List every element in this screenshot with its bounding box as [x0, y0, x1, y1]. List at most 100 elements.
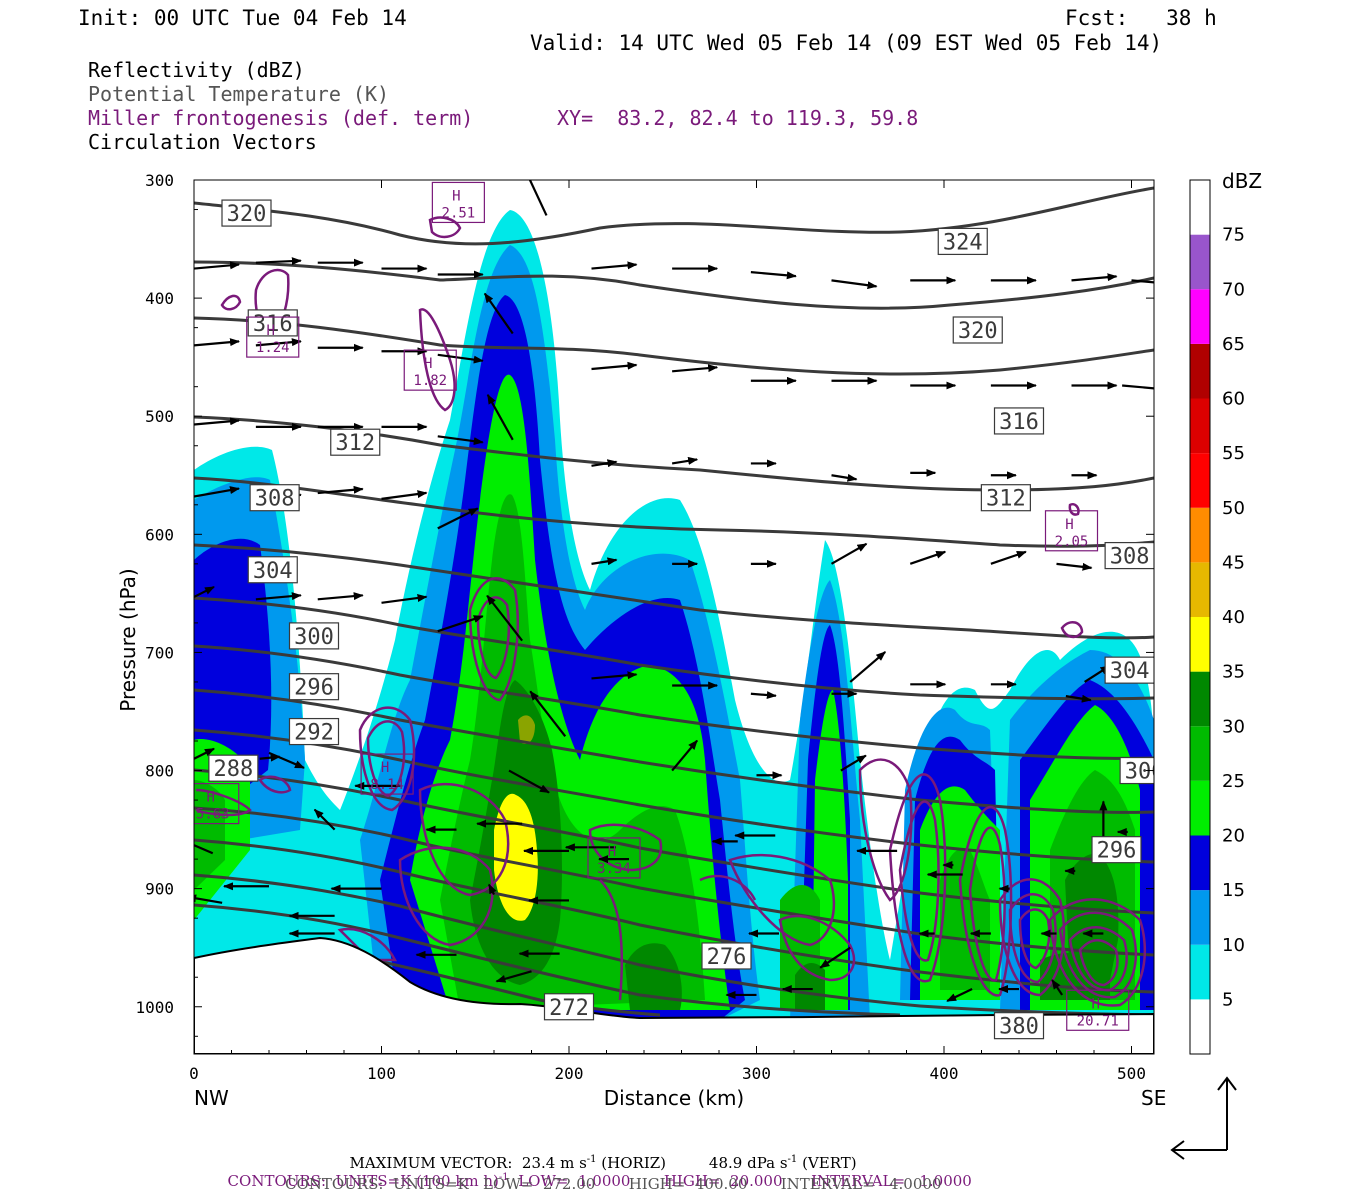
- fronto-max-value: 2.51: [442, 205, 476, 221]
- circulation-vector: [437, 615, 484, 633]
- y-tick-label: 400: [145, 289, 174, 308]
- circulation-vector: [1065, 694, 1092, 703]
- colorbar-swatch: [1190, 234, 1210, 290]
- fronto-max-value: 20.71: [1077, 1013, 1119, 1029]
- circulation-vector: [1071, 273, 1118, 282]
- circulation-vector: [255, 338, 302, 347]
- circulation-vector: [1051, 979, 1064, 996]
- circulation-vector: [381, 594, 428, 604]
- circulation-vector: [194, 585, 215, 598]
- colorbar-label: 60: [1222, 389, 1245, 410]
- colorbar-swatch: [1190, 507, 1210, 563]
- colorbar-label: 65: [1222, 334, 1245, 355]
- theta-label: 304: [1110, 659, 1150, 684]
- x-tick-label: 100: [367, 1064, 396, 1083]
- fronto-max-box: [246, 316, 300, 358]
- y-tick-label: 700: [145, 643, 174, 662]
- colorbar-label: 5: [1222, 989, 1233, 1010]
- theta-label: 300: [294, 625, 334, 650]
- fronto-max-value: 3.34: [597, 861, 631, 877]
- y-tick-label: 600: [145, 525, 174, 544]
- theta-label: 296: [294, 676, 334, 701]
- circulation-vector: [437, 353, 484, 364]
- circulation-vector: [591, 671, 638, 680]
- colorbar-label: 55: [1222, 443, 1245, 464]
- circulation-vector: [1056, 562, 1093, 571]
- circulation-vector: [671, 739, 698, 772]
- circulation-vector: [840, 754, 867, 772]
- theta-label-box: [249, 484, 300, 512]
- colorbar-swatch: [1190, 671, 1210, 727]
- circulation-vector: [591, 361, 638, 371]
- circulation-vector: [1131, 279, 1154, 284]
- theta-label: 316: [999, 410, 1039, 435]
- theta-label-box: [1104, 656, 1154, 684]
- cross-section-xy: XY= 83.2, 82.4 to 119.3, 59.8: [557, 106, 919, 130]
- init-time: Init: 00 UTC Tue 04 Feb 14: [78, 6, 407, 30]
- circulation-vector: [591, 557, 618, 566]
- y-axis: 300 400 500 600 700 800 900 1000: [135, 171, 1154, 1037]
- theta-label-box: [288, 673, 340, 701]
- circulation-vector: [381, 490, 428, 500]
- theta-label: 324: [943, 230, 983, 255]
- circulation-vector: [1072, 133, 1117, 135]
- circulation-vector: [990, 550, 1027, 565]
- circulation-vector: [268, 751, 305, 769]
- circulation-vector: [318, 113, 363, 115]
- colorbar-swatch: [1190, 343, 1210, 399]
- circulation-vector: [269, 152, 314, 156]
- theta-label-box: [247, 309, 298, 337]
- colorbar-label: 30: [1222, 716, 1245, 737]
- fronto-max-box: [360, 753, 414, 795]
- circulation-vector: [222, 113, 267, 115]
- circulation-vector: [313, 808, 336, 831]
- colorbar-swatch: [1190, 180, 1210, 235]
- circulation-vector: [486, 393, 514, 441]
- theta-label: 276: [707, 945, 747, 970]
- colorbar-swatch: [1190, 726, 1210, 781]
- theta-label: 316: [253, 312, 293, 337]
- colorbar-label: 10: [1222, 935, 1245, 956]
- circulation-vector: [194, 338, 240, 347]
- theta-label-box: [1091, 836, 1142, 864]
- x-axis: 0 100 200 300 400 500: [189, 180, 1146, 1083]
- fronto-max-symbol: H: [1065, 517, 1073, 533]
- circulation-vector: [672, 133, 717, 135]
- circulation-vector: [483, 292, 514, 335]
- colorbar-label: 15: [1222, 880, 1245, 901]
- circulation-vector: [495, 970, 532, 983]
- forecast-hour: Fcst: 38 h: [1065, 6, 1217, 30]
- plot-frame: [193, 179, 1155, 1055]
- circulation-vector: [591, 459, 618, 468]
- x-axis-right-end-label: SE: [1141, 1086, 1166, 1110]
- circulation-vector: [946, 988, 973, 1003]
- circulation-vector: [486, 594, 523, 642]
- circulation-vector: [1122, 145, 1167, 149]
- colorbar-swatch: [1190, 289, 1210, 344]
- circulation-vector: [819, 946, 851, 969]
- legend-theta: Potential Temperature (K): [88, 82, 390, 106]
- theta-label-layer: 320 324 316 320 312 316 308 312 304 308 300 304 296 2…: [208, 199, 1154, 1040]
- colorbar-title: dBZ: [1222, 169, 1262, 193]
- colorbar-swatch: [1190, 780, 1210, 836]
- frontogenesis-contours: [195, 216, 1146, 1007]
- circulation-vector: [508, 769, 550, 794]
- x-axis-title: Distance (km): [604, 1086, 744, 1110]
- circulation-vector: [592, 131, 637, 135]
- circulation-vector: [849, 651, 887, 683]
- colorbar-swatch: [1190, 453, 1210, 508]
- circulation-vector: [317, 485, 364, 495]
- fronto-label-layer: H2.51H1.24H1.82H2.05H8.14H3.34H5.63H20.7…: [194, 181, 1130, 1031]
- theta-label-box: [993, 407, 1045, 435]
- circulation-vector: [516, 1, 541, 56]
- x-axis-left-end-label: NW: [194, 1086, 229, 1110]
- circulation-vector: [462, 113, 507, 115]
- circulation-vector: [910, 142, 955, 144]
- legend-frontogenesis: Miller frontogenesis (def. term): [88, 106, 474, 130]
- theta-label-box: [993, 1012, 1045, 1040]
- theta-label-box: [543, 993, 595, 1021]
- circulation-vector: [255, 257, 302, 266]
- fronto-max-value: 2.05: [1055, 534, 1089, 550]
- colorbar-swatch: [1190, 999, 1210, 1054]
- colorbar-label: 20: [1222, 826, 1245, 847]
